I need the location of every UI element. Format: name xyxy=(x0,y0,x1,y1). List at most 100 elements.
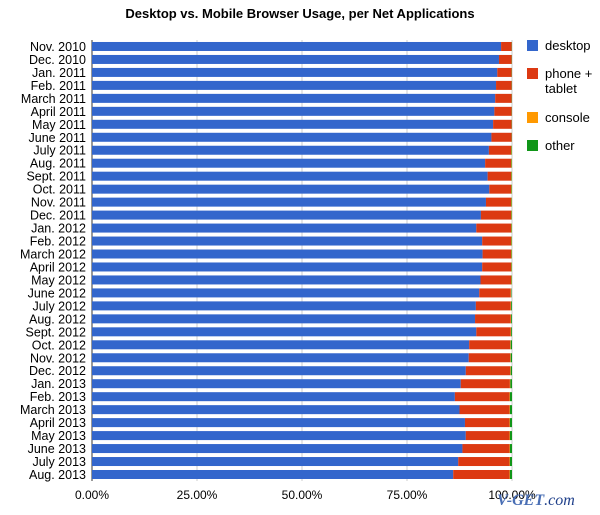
bar-segment-desktop xyxy=(92,223,477,233)
legend-swatch xyxy=(527,68,538,79)
bar-segment-phone xyxy=(475,314,511,324)
bar-segment-desktop xyxy=(92,379,461,389)
legend-label: other xyxy=(545,138,575,153)
bar-segment-phone xyxy=(497,67,512,77)
bar-segment-desktop xyxy=(92,314,476,324)
category-label: Nov. 2010 xyxy=(30,40,86,54)
bar-segment-phone xyxy=(489,184,512,194)
bar-segment-desktop xyxy=(92,210,481,220)
category-label: Feb. 2011 xyxy=(31,79,86,93)
bar-segment-phone xyxy=(482,236,512,246)
category-label: Oct. 2012 xyxy=(32,338,86,352)
bar-segment-desktop xyxy=(92,54,499,64)
bar-segment-desktop xyxy=(92,80,497,90)
category-label: Feb. 2013 xyxy=(30,390,86,404)
bar-segment-phone xyxy=(476,223,512,233)
category-label: Oct. 2011 xyxy=(33,183,86,197)
category-label: Dec. 2010 xyxy=(29,53,86,67)
category-label: May 2011 xyxy=(32,118,86,132)
bar-segment-desktop xyxy=(92,184,490,194)
bar-segment-other xyxy=(509,418,512,428)
bar-segment-desktop xyxy=(92,145,489,155)
x-tick-label: 25.00% xyxy=(177,488,218,502)
legend-swatch xyxy=(527,40,538,51)
category-label: Nov. 2011 xyxy=(31,196,86,210)
bar-segment-desktop xyxy=(92,469,454,479)
bar-segment-phone xyxy=(485,158,512,168)
bar-segment-desktop xyxy=(92,197,486,207)
category-label: Feb. 2012 xyxy=(30,235,86,249)
bar-segment-desktop xyxy=(92,431,466,441)
bar-segment-desktop xyxy=(92,262,483,272)
bar-segment-desktop xyxy=(92,41,502,51)
category-label: March 2011 xyxy=(21,92,86,106)
legend-label: tablet xyxy=(545,81,577,96)
category-label: Aug. 2012 xyxy=(29,312,86,326)
bar-segment-other xyxy=(509,405,512,415)
grid-lines xyxy=(91,40,513,481)
x-tick-labels: 0.00% 25.00% 50.00% 75.00% 100.00% xyxy=(75,488,536,502)
bar-segment-phone xyxy=(480,275,512,285)
category-label: Jan. 2013 xyxy=(31,377,86,391)
bar-segment-phone xyxy=(498,54,512,64)
bar-segment-phone xyxy=(476,327,511,337)
category-label: May 2012 xyxy=(31,273,86,287)
bar-segment-desktop xyxy=(92,106,495,116)
category-label: Jan. 2011 xyxy=(32,66,86,80)
category-label: Nov. 2012 xyxy=(30,351,86,365)
category-label: Aug. 2011 xyxy=(30,157,86,171)
bar-segment-phone xyxy=(479,288,511,298)
category-label: June 2011 xyxy=(29,131,87,145)
bar-segment-phone xyxy=(458,457,510,467)
bar-segment-desktop xyxy=(92,353,469,363)
bar-segment-desktop xyxy=(92,444,463,454)
x-tick-label: 100.00% xyxy=(488,488,536,502)
legend: desktop phone +tablet console other xyxy=(527,38,592,153)
bar-segment-phone xyxy=(495,93,512,103)
bar-segment-desktop xyxy=(92,405,460,415)
bar-segment-phone xyxy=(460,379,510,389)
bar-segment-desktop xyxy=(92,158,486,168)
legend-swatch xyxy=(527,112,538,123)
bar-segment-desktop xyxy=(92,119,494,129)
x-tick-label: 50.00% xyxy=(282,488,323,502)
category-label: July 2011 xyxy=(33,144,86,158)
category-label: Sept. 2011 xyxy=(26,170,86,184)
bar-segment-phone xyxy=(487,171,512,181)
bar-segment-desktop xyxy=(92,366,466,376)
category-label: Jan. 2012 xyxy=(31,222,86,236)
bar-segment-phone xyxy=(475,301,511,311)
bar-segment-other xyxy=(509,457,512,467)
bar-segment-desktop xyxy=(92,67,498,77)
bar-segment-desktop xyxy=(92,327,477,337)
bar-segment-phone xyxy=(493,119,512,129)
bar-segment-phone xyxy=(454,392,510,402)
x-tick-label: 0.00% xyxy=(75,488,109,502)
bar-segment-other xyxy=(510,379,512,389)
category-label: Dec. 2012 xyxy=(29,364,86,378)
bar-segment-phone xyxy=(496,80,512,90)
bar-segment-phone xyxy=(468,353,511,363)
category-label: Dec. 2011 xyxy=(30,209,86,223)
bar-segment-desktop xyxy=(92,132,492,142)
bar-segment-desktop xyxy=(92,288,480,298)
bar-segment-phone xyxy=(488,145,512,155)
bar-segment-phone xyxy=(491,132,512,142)
bar-segment-phone xyxy=(462,444,510,454)
bar-segment-other xyxy=(510,353,512,363)
bar-segment-other xyxy=(509,444,512,454)
bar-segment-desktop xyxy=(92,392,455,402)
bar-segment-phone xyxy=(459,405,510,415)
bar-segment-phone xyxy=(494,106,512,116)
bar-segment-desktop xyxy=(92,236,483,246)
bar-segment-other xyxy=(511,301,512,311)
bar-segment-phone xyxy=(465,431,510,441)
category-label: July 2013 xyxy=(32,455,86,469)
bar-segment-phone xyxy=(501,41,512,51)
category-label: April 2011 xyxy=(31,105,86,119)
bar-segment-desktop xyxy=(92,301,476,311)
category-label: June 2013 xyxy=(28,442,86,456)
bar-segment-desktop xyxy=(92,457,459,467)
